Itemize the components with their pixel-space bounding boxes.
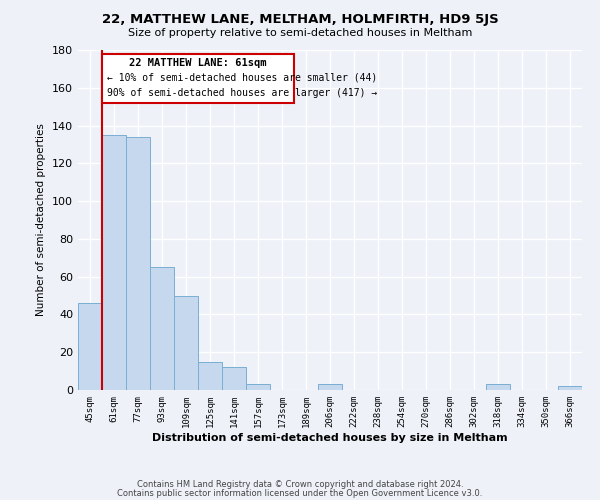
Text: Size of property relative to semi-detached houses in Meltham: Size of property relative to semi-detach… — [128, 28, 472, 38]
Bar — [102, 135, 126, 390]
Bar — [486, 384, 510, 390]
Text: ← 10% of semi-detached houses are smaller (44): ← 10% of semi-detached houses are smalle… — [107, 72, 377, 83]
Text: 22, MATTHEW LANE, MELTHAM, HOLMFIRTH, HD9 5JS: 22, MATTHEW LANE, MELTHAM, HOLMFIRTH, HD… — [101, 12, 499, 26]
Bar — [246, 384, 270, 390]
Bar — [126, 137, 150, 390]
Bar — [150, 267, 174, 390]
Text: Contains public sector information licensed under the Open Government Licence v3: Contains public sector information licen… — [118, 488, 482, 498]
Text: 22 MATTHEW LANE: 61sqm: 22 MATTHEW LANE: 61sqm — [130, 58, 267, 68]
Bar — [174, 296, 198, 390]
X-axis label: Distribution of semi-detached houses by size in Meltham: Distribution of semi-detached houses by … — [152, 432, 508, 442]
Bar — [222, 368, 246, 390]
Bar — [558, 386, 582, 390]
Bar — [103, 54, 294, 103]
Bar — [78, 303, 102, 390]
Bar — [198, 362, 222, 390]
Bar — [318, 384, 342, 390]
Text: 90% of semi-detached houses are larger (417) →: 90% of semi-detached houses are larger (… — [107, 88, 377, 98]
Y-axis label: Number of semi-detached properties: Number of semi-detached properties — [37, 124, 46, 316]
Text: Contains HM Land Registry data © Crown copyright and database right 2024.: Contains HM Land Registry data © Crown c… — [137, 480, 463, 489]
